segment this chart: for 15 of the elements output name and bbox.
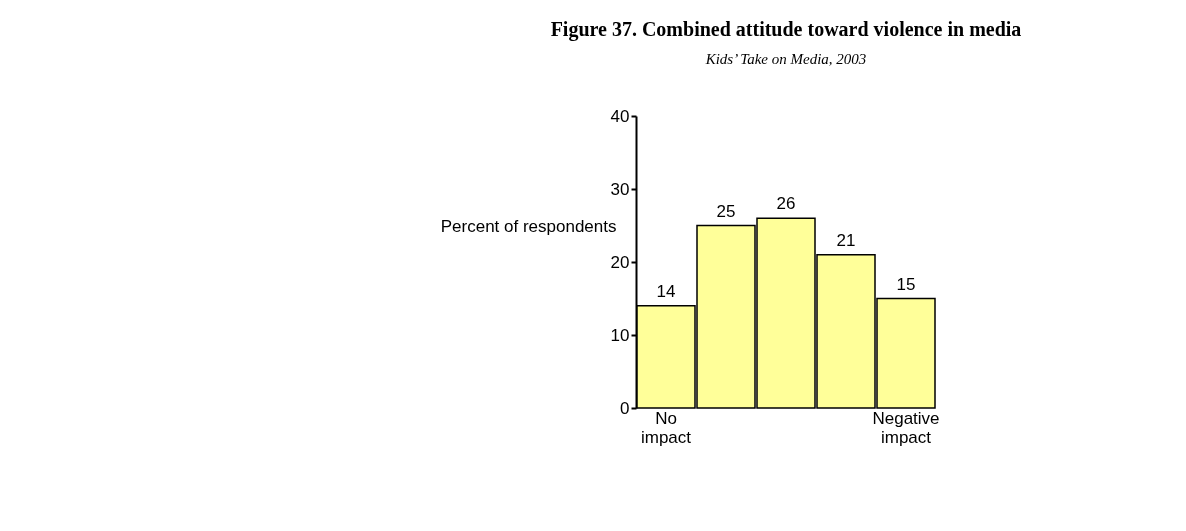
data-label: 26 [776, 194, 796, 214]
data-label: 14 [656, 281, 676, 301]
y-tick-label: 0 [620, 398, 630, 418]
y-tick-label: 10 [610, 325, 630, 345]
x-tick-label: No impact [640, 408, 692, 447]
chart-subtitle: Kids’ Take on Media, 2003 [704, 51, 867, 67]
x-tick-label: Negative impact [872, 408, 940, 447]
y-tick-label: 40 [610, 106, 630, 126]
y-tick-label: 20 [610, 252, 630, 272]
data-label: 21 [836, 230, 856, 250]
data-label: 25 [716, 201, 736, 221]
chart-title: Figure 37. Combined attitude toward violence in media [550, 18, 1022, 41]
data-label: 15 [896, 274, 916, 294]
y-axis-title: Percent of respondents [440, 216, 617, 236]
y-tick-label: 30 [610, 179, 630, 199]
